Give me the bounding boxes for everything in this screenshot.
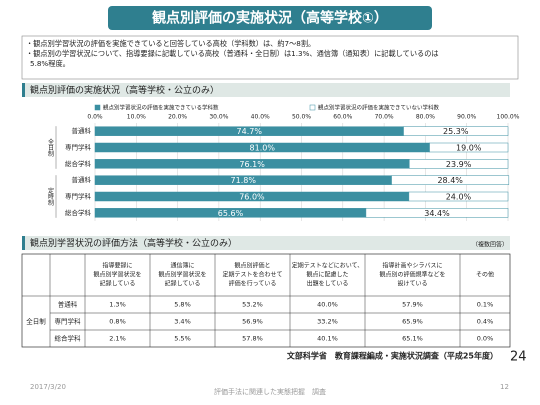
table-cell: 65.1% bbox=[402, 335, 423, 343]
bar-segment bbox=[429, 142, 509, 153]
legend-label: 観点別学習状況の評価を実施できている学科数 bbox=[103, 104, 219, 112]
bullet-text: ・観点別の学習状況について、指導要録に記載している高校（普通科・全日制）は1.3… bbox=[26, 49, 439, 58]
y-tick-label: 専門学科 bbox=[65, 143, 92, 152]
bullet-box bbox=[21, 35, 519, 80]
table-group: 全日制 bbox=[26, 317, 46, 326]
legend-label: 観点別学習状況の評価を実施できていない学科数 bbox=[318, 104, 440, 112]
section-header bbox=[22, 83, 510, 97]
group-label: 全日制 bbox=[47, 138, 54, 158]
table-cell: 1.3% bbox=[109, 301, 126, 309]
slide-number: 24 bbox=[510, 350, 527, 365]
table-note: （複数回答） bbox=[472, 241, 508, 249]
y-tick-label: 専門学科 bbox=[65, 192, 92, 201]
value-label: 23.9% bbox=[446, 160, 472, 169]
value-label: 71.8% bbox=[231, 176, 257, 185]
value-label: 28.4% bbox=[437, 176, 463, 185]
table-header: 定期テストを合わせて bbox=[222, 271, 282, 279]
title-bar bbox=[108, 6, 432, 30]
table-header: 観点別学習状況を bbox=[158, 271, 206, 279]
x-tick-label: 10.0% bbox=[127, 114, 146, 121]
table-cell: 専門学科 bbox=[55, 317, 82, 326]
value-label: 76.1% bbox=[239, 160, 265, 169]
bullet-text: 5.8%程度。 bbox=[30, 59, 70, 68]
x-tick-label: 0.0% bbox=[87, 114, 103, 121]
section-header bbox=[22, 236, 510, 250]
table-cell: 5.5% bbox=[174, 335, 191, 343]
value-label: 19.0% bbox=[456, 144, 482, 153]
x-tick-label: 60.0% bbox=[333, 114, 352, 121]
legend-swatch bbox=[309, 104, 316, 111]
table-cell: 0.4% bbox=[477, 318, 494, 326]
table-header: 出題をしている bbox=[307, 280, 349, 288]
group-label: 定時制 bbox=[47, 187, 54, 207]
table-cell: 0.1% bbox=[477, 301, 494, 309]
y-tick-label: 普通科 bbox=[72, 126, 92, 135]
bar-segment bbox=[403, 126, 509, 136]
table-cell: 普通科 bbox=[58, 300, 78, 309]
value-label: 65.6% bbox=[218, 209, 244, 218]
source: 文部科学省 教育課程編成・実施状況調査（平成25年度） bbox=[287, 351, 498, 361]
section-accent bbox=[22, 83, 25, 97]
bar-segment bbox=[391, 175, 510, 185]
value-label: 76.0% bbox=[239, 193, 265, 202]
table-header: 指導要録に bbox=[102, 262, 132, 270]
x-tick-label: 70.0% bbox=[375, 114, 394, 121]
table-header: 観点別評価と bbox=[234, 262, 270, 270]
table-cell: 0.8% bbox=[109, 318, 126, 326]
table-header: 通信簿に bbox=[170, 262, 194, 270]
footer-date: 2017/3/20 bbox=[30, 383, 66, 391]
table-header: 観点別学習状況を bbox=[93, 271, 141, 279]
y-tick-label: 総合学科 bbox=[65, 208, 92, 217]
footer-page: 12 bbox=[500, 383, 509, 391]
table-title: 観点別学習状況の評価方法（高等学校・公立のみ） bbox=[30, 237, 237, 249]
x-tick-label: 50.0% bbox=[292, 114, 311, 121]
bar-segment bbox=[409, 159, 509, 169]
table-cell: 40.0% bbox=[317, 301, 338, 309]
table-header: 記録している bbox=[165, 280, 201, 288]
table-cell: 40.1% bbox=[317, 335, 338, 343]
table-cell: 57.8% bbox=[242, 335, 263, 343]
value-label: 81.0% bbox=[250, 144, 276, 153]
x-tick-label: 20.0% bbox=[168, 114, 187, 121]
value-label: 25.3% bbox=[443, 127, 469, 136]
table-header: その他 bbox=[476, 271, 494, 279]
bullet-text: ・観点別学習状況の評価を実施できていると回答している高校（学科数）は、約7～8割… bbox=[26, 39, 315, 48]
value-label: 34.4% bbox=[424, 209, 450, 218]
table-cell: 5.8% bbox=[174, 301, 191, 309]
x-tick-label: 90.0% bbox=[457, 114, 476, 121]
table-header: 定期テストなどにおいて、 bbox=[292, 262, 364, 270]
x-tick-label: 40.0% bbox=[251, 114, 270, 121]
y-tick-label: 総合学科 bbox=[65, 159, 92, 168]
value-label: 24.0% bbox=[446, 193, 472, 202]
bar-segment bbox=[365, 208, 509, 218]
y-tick-label: 普通科 bbox=[72, 175, 92, 184]
footer-text: 評価手法に関連した実態把握 調査 bbox=[214, 387, 326, 396]
table-header: 設けている bbox=[397, 280, 427, 288]
table-cell: 2.1% bbox=[109, 335, 126, 343]
table-header: 記録している bbox=[100, 280, 136, 288]
x-tick-label: 100.0% bbox=[497, 114, 520, 121]
table-cell: 65.9% bbox=[402, 318, 423, 326]
table-cell: 53.2% bbox=[242, 301, 263, 309]
bar-segment bbox=[408, 191, 509, 202]
x-tick-label: 30.0% bbox=[209, 114, 228, 121]
table-header: 評価を行っている bbox=[229, 280, 277, 288]
table-cell: 0.0% bbox=[477, 335, 494, 343]
table-cell: 3.4% bbox=[174, 318, 191, 326]
table-header: 指導計画やシラバスに bbox=[383, 262, 443, 270]
legend-swatch bbox=[94, 104, 101, 111]
table-cell: 33.2% bbox=[317, 318, 338, 326]
x-tick-label: 80.0% bbox=[416, 114, 435, 121]
chart-title: 観点別評価の実施状況（高等学校・公立のみ） bbox=[30, 84, 219, 96]
table-header: 観点に配慮した bbox=[306, 271, 348, 279]
value-label: 74.7% bbox=[237, 127, 263, 136]
table-header: 観点別の評価規準などを bbox=[379, 271, 445, 279]
table-cell: 56.9% bbox=[242, 318, 263, 326]
title: 観点別評価の実施状況（高等学校①） bbox=[152, 10, 388, 27]
section-accent bbox=[22, 236, 25, 250]
table-cell: 57.9% bbox=[402, 301, 423, 309]
table-border bbox=[21, 253, 511, 348]
table-cell: 総合学科 bbox=[55, 334, 82, 343]
